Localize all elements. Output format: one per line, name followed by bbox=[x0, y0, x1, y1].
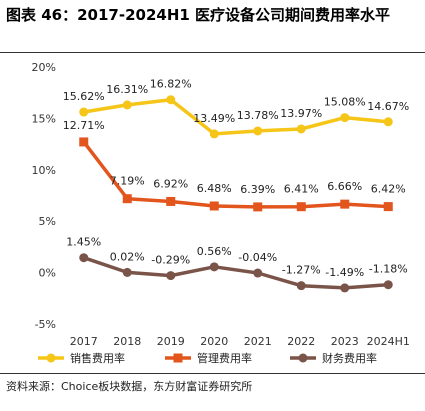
series-line-3 bbox=[82, 255, 391, 290]
x-tick-label: 2020 bbox=[200, 335, 228, 348]
data-label: 15.62% bbox=[63, 90, 105, 103]
bottom-divider bbox=[0, 373, 425, 374]
x-tick-label: 2023 bbox=[331, 335, 359, 348]
legend-marker bbox=[298, 353, 308, 363]
label-layer: 15.62%16.31% 16.82% 13.49% 13.78% 13.97%15.0… bbox=[63, 78, 409, 279]
data-point bbox=[383, 280, 393, 290]
data-point bbox=[340, 113, 350, 123]
data-point bbox=[166, 196, 176, 206]
x-tick-label: 2021 bbox=[244, 335, 272, 348]
data-label: 13.97% bbox=[280, 107, 322, 120]
data-point bbox=[122, 267, 132, 277]
legend-marker bbox=[46, 353, 56, 363]
x-tick-label: 2024H1 bbox=[367, 335, 410, 348]
x-tick-label: 2022 bbox=[287, 335, 315, 348]
data-label: 7.19% bbox=[110, 175, 145, 188]
data-label: 6.39% bbox=[240, 183, 275, 196]
data-point bbox=[79, 107, 89, 117]
series-line-1 bbox=[82, 97, 391, 136]
data-label: 0.56% bbox=[197, 245, 232, 258]
data-point bbox=[296, 281, 306, 291]
source-note: 资料来源：Choice板块数据，东方财富证券研究所 bbox=[6, 380, 253, 393]
legend-label: 销售费用率 bbox=[70, 351, 125, 365]
x-tick-label: 2019 bbox=[157, 335, 185, 348]
legend-marker bbox=[173, 353, 183, 363]
data-point bbox=[383, 202, 393, 212]
data-point bbox=[296, 124, 306, 134]
data-point bbox=[209, 129, 219, 139]
data-point bbox=[122, 194, 132, 204]
data-label: 6.41% bbox=[284, 183, 319, 196]
data-label: 16.31% bbox=[106, 83, 148, 96]
data-point bbox=[296, 202, 306, 212]
data-label: -0.29% bbox=[151, 254, 190, 267]
data-point bbox=[166, 95, 176, 105]
y-tick-label: 15% bbox=[32, 112, 56, 125]
chart-title: 图表 46：2017-2024H1 医疗设备公司期间费用率水平 bbox=[6, 6, 391, 24]
data-point bbox=[209, 262, 219, 272]
data-point bbox=[383, 117, 393, 127]
y-tick-label: 20% bbox=[32, 61, 56, 74]
data-point bbox=[209, 201, 219, 211]
data-point bbox=[79, 253, 89, 263]
data-point bbox=[253, 268, 263, 278]
top-divider bbox=[0, 52, 425, 53]
x-tick-label: 2017 bbox=[70, 335, 98, 348]
data-label: 0.02% bbox=[110, 250, 145, 263]
data-label: 16.82% bbox=[150, 78, 192, 91]
data-label: 6.42% bbox=[371, 183, 406, 196]
data-label: 15.08% bbox=[324, 96, 366, 109]
y-tick-label: 10% bbox=[32, 164, 56, 177]
data-point bbox=[79, 137, 89, 147]
data-label: 13.78% bbox=[237, 109, 279, 122]
data-label: 12.71% bbox=[63, 119, 105, 132]
data-point bbox=[122, 100, 132, 110]
data-point bbox=[253, 126, 263, 136]
legend-label: 管理费用率 bbox=[197, 351, 252, 365]
data-label: 6.92% bbox=[153, 177, 188, 190]
data-label: 13.49% bbox=[193, 112, 235, 125]
data-label: 1.45% bbox=[66, 236, 101, 249]
y-tick-label: 0% bbox=[39, 267, 56, 280]
data-label: 6.66% bbox=[327, 180, 362, 193]
data-point bbox=[166, 271, 176, 281]
y-tick-label: -5% bbox=[35, 318, 56, 331]
data-label: -1.18% bbox=[369, 263, 408, 276]
legend-label: 财务费用率 bbox=[322, 351, 377, 365]
data-label: 14.67% bbox=[367, 100, 409, 113]
data-point bbox=[340, 283, 350, 293]
axis-layer: -5% 0% 5% 10% 15% 20% 2017 2018 2019 2020 2021 2022… bbox=[32, 61, 410, 348]
data-label: -1.49% bbox=[325, 266, 364, 279]
series-line-2 bbox=[82, 140, 391, 209]
data-label: -0.04% bbox=[238, 251, 277, 264]
x-tick-label: 2018 bbox=[113, 335, 141, 348]
legend: 销售费用率 管理费用率 财务费用率 bbox=[38, 351, 377, 365]
data-label: -1.27% bbox=[282, 264, 321, 277]
series-layer bbox=[79, 95, 393, 293]
data-label: 6.48% bbox=[197, 182, 232, 195]
data-point bbox=[340, 199, 350, 209]
data-point bbox=[253, 202, 263, 212]
y-tick-label: 5% bbox=[39, 215, 56, 228]
